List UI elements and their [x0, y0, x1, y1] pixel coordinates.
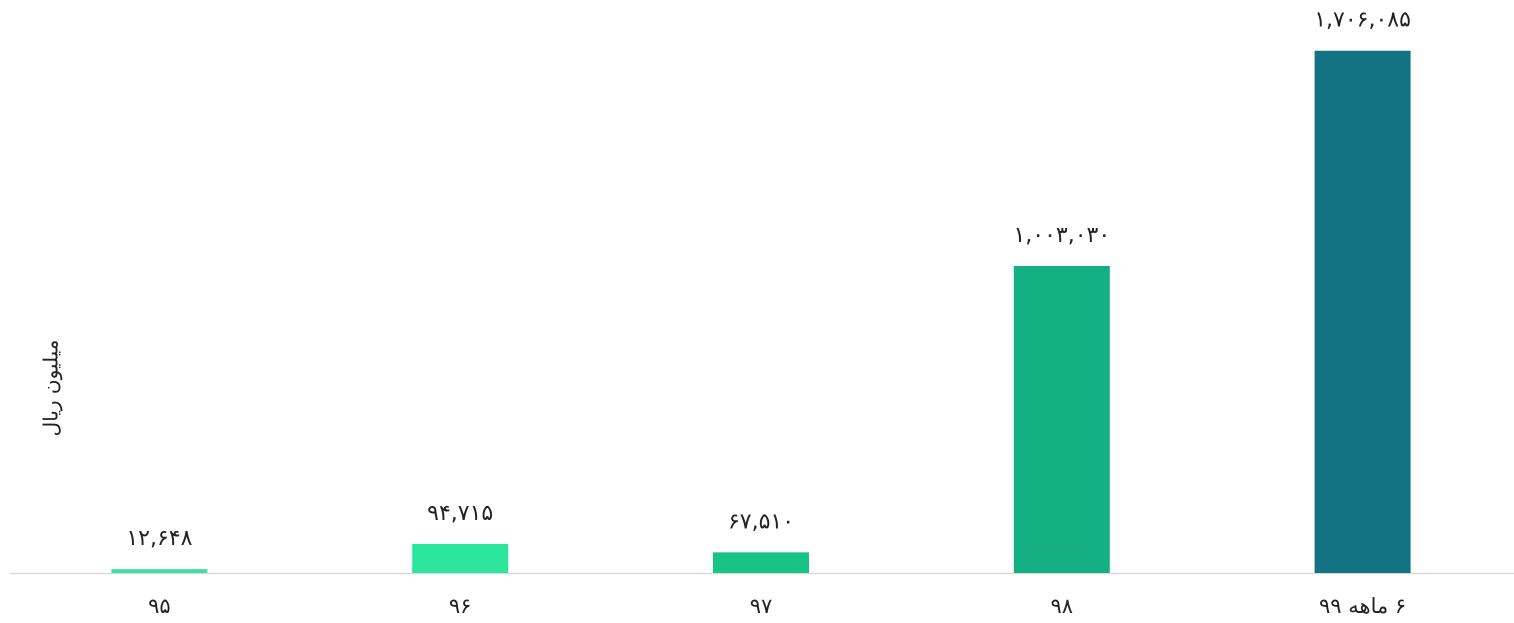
x-tick-label: ۹۸: [1051, 594, 1074, 618]
value-label: ۶۷,۵۱۰: [728, 509, 794, 534]
x-tick-label: ۹۵: [148, 594, 171, 618]
value-label: ۹۴,۷۱۵: [427, 501, 493, 526]
x-tick-label: ۶ ماهه ۹۹: [1319, 594, 1406, 618]
value-label: ۱,۷۰۶,۰۸۵: [1314, 8, 1411, 33]
x-tick-label: ۹۷: [750, 594, 773, 618]
bar: [713, 552, 809, 573]
bar: [412, 544, 509, 573]
bar: [1013, 265, 1110, 573]
value-label: ۱۲,۶۴۸: [126, 526, 192, 551]
bar: [111, 569, 208, 573]
bar: [1314, 50, 1411, 574]
y-axis-label: میلیون ریال: [39, 340, 63, 437]
x-tick-label: ۹۶: [449, 594, 472, 618]
value-label: ۱,۰۰۳,۰۳۰: [1013, 223, 1110, 248]
